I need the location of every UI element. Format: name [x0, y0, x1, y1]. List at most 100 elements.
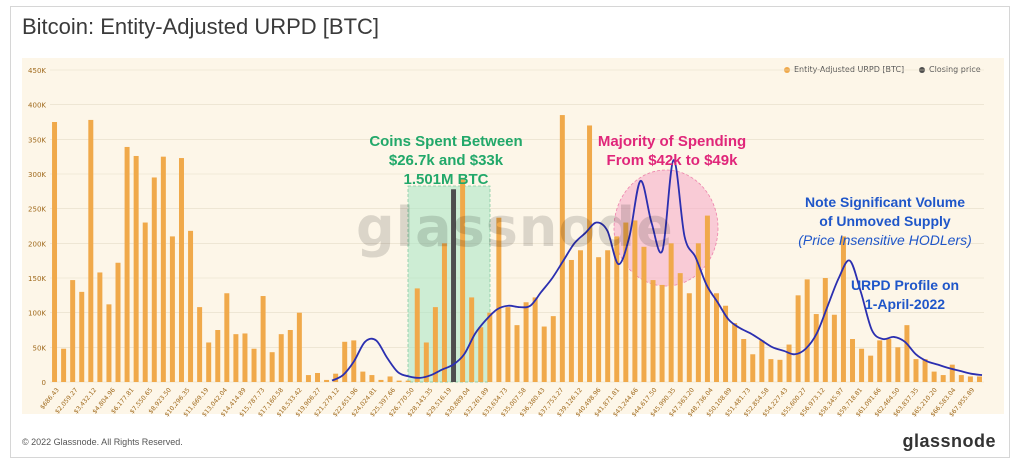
urpd-bar[interactable]: [695, 243, 701, 382]
urpd-bar[interactable]: [967, 376, 973, 382]
urpd-bar[interactable]: [922, 359, 928, 382]
urpd-bar[interactable]: [305, 375, 311, 382]
urpd-bar[interactable]: [224, 293, 230, 382]
urpd-bar[interactable]: [97, 272, 103, 382]
urpd-bar[interactable]: [178, 158, 184, 382]
urpd-bar[interactable]: [188, 230, 194, 382]
urpd-bar[interactable]: [206, 342, 212, 382]
urpd-bar[interactable]: [723, 305, 729, 382]
urpd-bar[interactable]: [106, 304, 112, 382]
urpd-bar[interactable]: [405, 380, 411, 382]
urpd-bar[interactable]: [550, 316, 556, 382]
urpd-bar[interactable]: [169, 236, 175, 382]
urpd-bar[interactable]: [396, 380, 402, 382]
urpd-bar[interactable]: [940, 375, 946, 382]
brand-logo[interactable]: glassnode: [902, 431, 996, 451]
urpd-bar[interactable]: [831, 314, 837, 382]
urpd-bar[interactable]: [877, 340, 883, 382]
urpd-bar[interactable]: [668, 243, 674, 382]
urpd-bar[interactable]: [813, 314, 819, 382]
urpd-bar[interactable]: [859, 348, 865, 382]
urpd-bar[interactable]: [88, 119, 94, 383]
urpd-bar[interactable]: [70, 280, 76, 382]
urpd-bar[interactable]: [324, 379, 330, 382]
urpd-bar[interactable]: [423, 342, 429, 382]
urpd-bar[interactable]: [895, 347, 901, 382]
urpd-bar[interactable]: [296, 312, 302, 382]
urpd-bar[interactable]: [251, 348, 257, 382]
urpd-bar[interactable]: [632, 220, 638, 382]
urpd-bar[interactable]: [342, 341, 348, 382]
urpd-bar[interactable]: [124, 146, 130, 382]
urpd-bar[interactable]: [577, 250, 583, 382]
urpd-bar[interactable]: [441, 243, 447, 382]
urpd-bar[interactable]: [623, 222, 629, 382]
closing-price-bar[interactable]: [451, 189, 457, 382]
urpd-bar[interactable]: [387, 376, 393, 382]
urpd-bar[interactable]: [850, 339, 856, 382]
urpd-bar[interactable]: [269, 352, 275, 382]
urpd-bar[interactable]: [514, 325, 520, 382]
urpd-bar[interactable]: [315, 372, 320, 382]
urpd-bar[interactable]: [714, 293, 719, 382]
urpd-bar[interactable]: [142, 222, 148, 382]
urpd-bar[interactable]: [197, 307, 203, 382]
urpd-bar[interactable]: [913, 359, 919, 382]
urpd-bar[interactable]: [559, 115, 565, 383]
urpd-bar[interactable]: [786, 344, 792, 382]
urpd-bar[interactable]: [886, 339, 892, 382]
urpd-bar[interactable]: [904, 325, 910, 382]
urpd-bar[interactable]: [52, 122, 58, 382]
urpd-bar[interactable]: [333, 373, 339, 382]
urpd-bar[interactable]: [931, 371, 937, 382]
urpd-bar[interactable]: [686, 293, 692, 382]
urpd-bar[interactable]: [587, 125, 593, 382]
urpd-bar[interactable]: [233, 334, 239, 382]
urpd-bar[interactable]: [659, 284, 665, 382]
urpd-bar[interactable]: [79, 291, 85, 382]
urpd-bar[interactable]: [650, 280, 656, 382]
urpd-bar[interactable]: [641, 246, 647, 382]
urpd-bar[interactable]: [868, 355, 874, 382]
urpd-bar[interactable]: [768, 359, 774, 382]
urpd-bar[interactable]: [369, 375, 375, 382]
urpd-bar[interactable]: [460, 179, 466, 382]
urpd-bar[interactable]: [822, 278, 828, 382]
urpd-bar[interactable]: [605, 250, 611, 382]
urpd-bar[interactable]: [840, 236, 846, 382]
legend-bars[interactable]: Entity-Adjusted URPD [BTC]: [784, 65, 904, 74]
urpd-bar[interactable]: [432, 307, 438, 382]
urpd-bar[interactable]: [596, 257, 602, 382]
urpd-bar[interactable]: [378, 379, 384, 382]
urpd-bar[interactable]: [278, 334, 284, 382]
urpd-bar[interactable]: [532, 297, 538, 382]
urpd-bar[interactable]: [360, 371, 366, 382]
urpd-bar[interactable]: [523, 302, 529, 382]
urpd-bar[interactable]: [151, 177, 157, 382]
urpd-bar[interactable]: [215, 330, 221, 382]
urpd-bar[interactable]: [133, 155, 139, 382]
urpd-bar[interactable]: [949, 364, 955, 382]
urpd-bar[interactable]: [61, 348, 67, 382]
urpd-bar[interactable]: [614, 236, 620, 382]
urpd-bar[interactable]: [759, 340, 765, 382]
urpd-bar[interactable]: [505, 307, 511, 382]
urpd-bar[interactable]: [160, 156, 166, 382]
urpd-bar[interactable]: [568, 259, 574, 382]
legend-price[interactable]: Closing price: [919, 65, 981, 74]
urpd-bar[interactable]: [732, 323, 738, 382]
urpd-bar[interactable]: [478, 327, 484, 382]
urpd-bar[interactable]: [677, 273, 683, 382]
urpd-bar[interactable]: [414, 288, 420, 382]
urpd-bar[interactable]: [287, 330, 293, 382]
urpd-bar[interactable]: [541, 326, 547, 382]
urpd-bar[interactable]: [804, 279, 810, 382]
urpd-bar[interactable]: [487, 312, 493, 382]
urpd-bar[interactable]: [777, 359, 783, 382]
urpd-bar[interactable]: [242, 333, 248, 382]
urpd-bar[interactable]: [976, 376, 982, 382]
urpd-bar[interactable]: [741, 339, 747, 382]
urpd-bar[interactable]: [496, 217, 502, 382]
urpd-bar[interactable]: [115, 262, 121, 382]
urpd-bar[interactable]: [795, 295, 801, 382]
